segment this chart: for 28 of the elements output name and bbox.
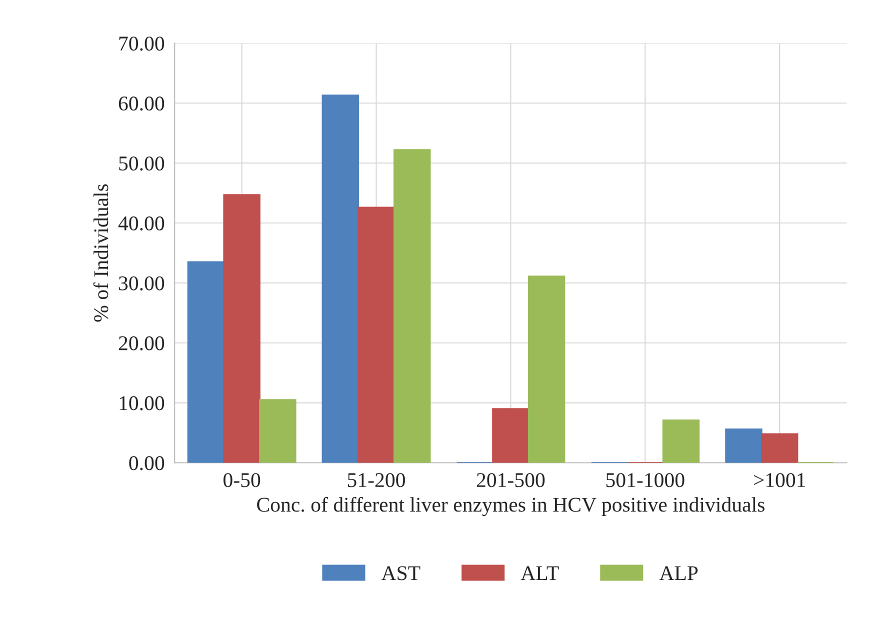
y-tick-label: 0.00 (129, 456, 164, 470)
bar (259, 399, 296, 463)
legend-label: AST (381, 566, 420, 580)
legend-label: ALT (520, 566, 559, 580)
x-tick-label: 501-1000 (606, 473, 684, 488)
y-tick-label: 20.00 (118, 336, 164, 350)
y-tick-label: 50.00 (119, 156, 164, 171)
bar (223, 194, 260, 463)
y-axis-title: % of Individuals (93, 184, 108, 322)
y-tick-label: 10.00 (120, 396, 164, 410)
x-tick-label: 51-200 (348, 473, 405, 488)
bar (358, 206, 395, 463)
x-tick-label: 201-500 (476, 473, 545, 488)
bar (528, 276, 566, 463)
y-tick-label: 60.00 (118, 96, 164, 111)
legend-label: ALP (659, 566, 698, 580)
x-tick-label: 0-50 (224, 473, 260, 488)
y-tick-label: 30.00 (119, 276, 164, 290)
bar (322, 94, 360, 463)
y-tick-label: 40.00 (118, 216, 164, 231)
bar (187, 261, 225, 463)
x-tick-label: >1001 (754, 473, 806, 488)
x-axis-title: Conc. of different liver enzymes in HCV positive individuals (257, 496, 764, 516)
y-tick-label: 70.00 (119, 36, 164, 51)
bar (662, 420, 700, 463)
bar (492, 408, 530, 463)
bar (760, 433, 798, 463)
bar (393, 149, 431, 463)
